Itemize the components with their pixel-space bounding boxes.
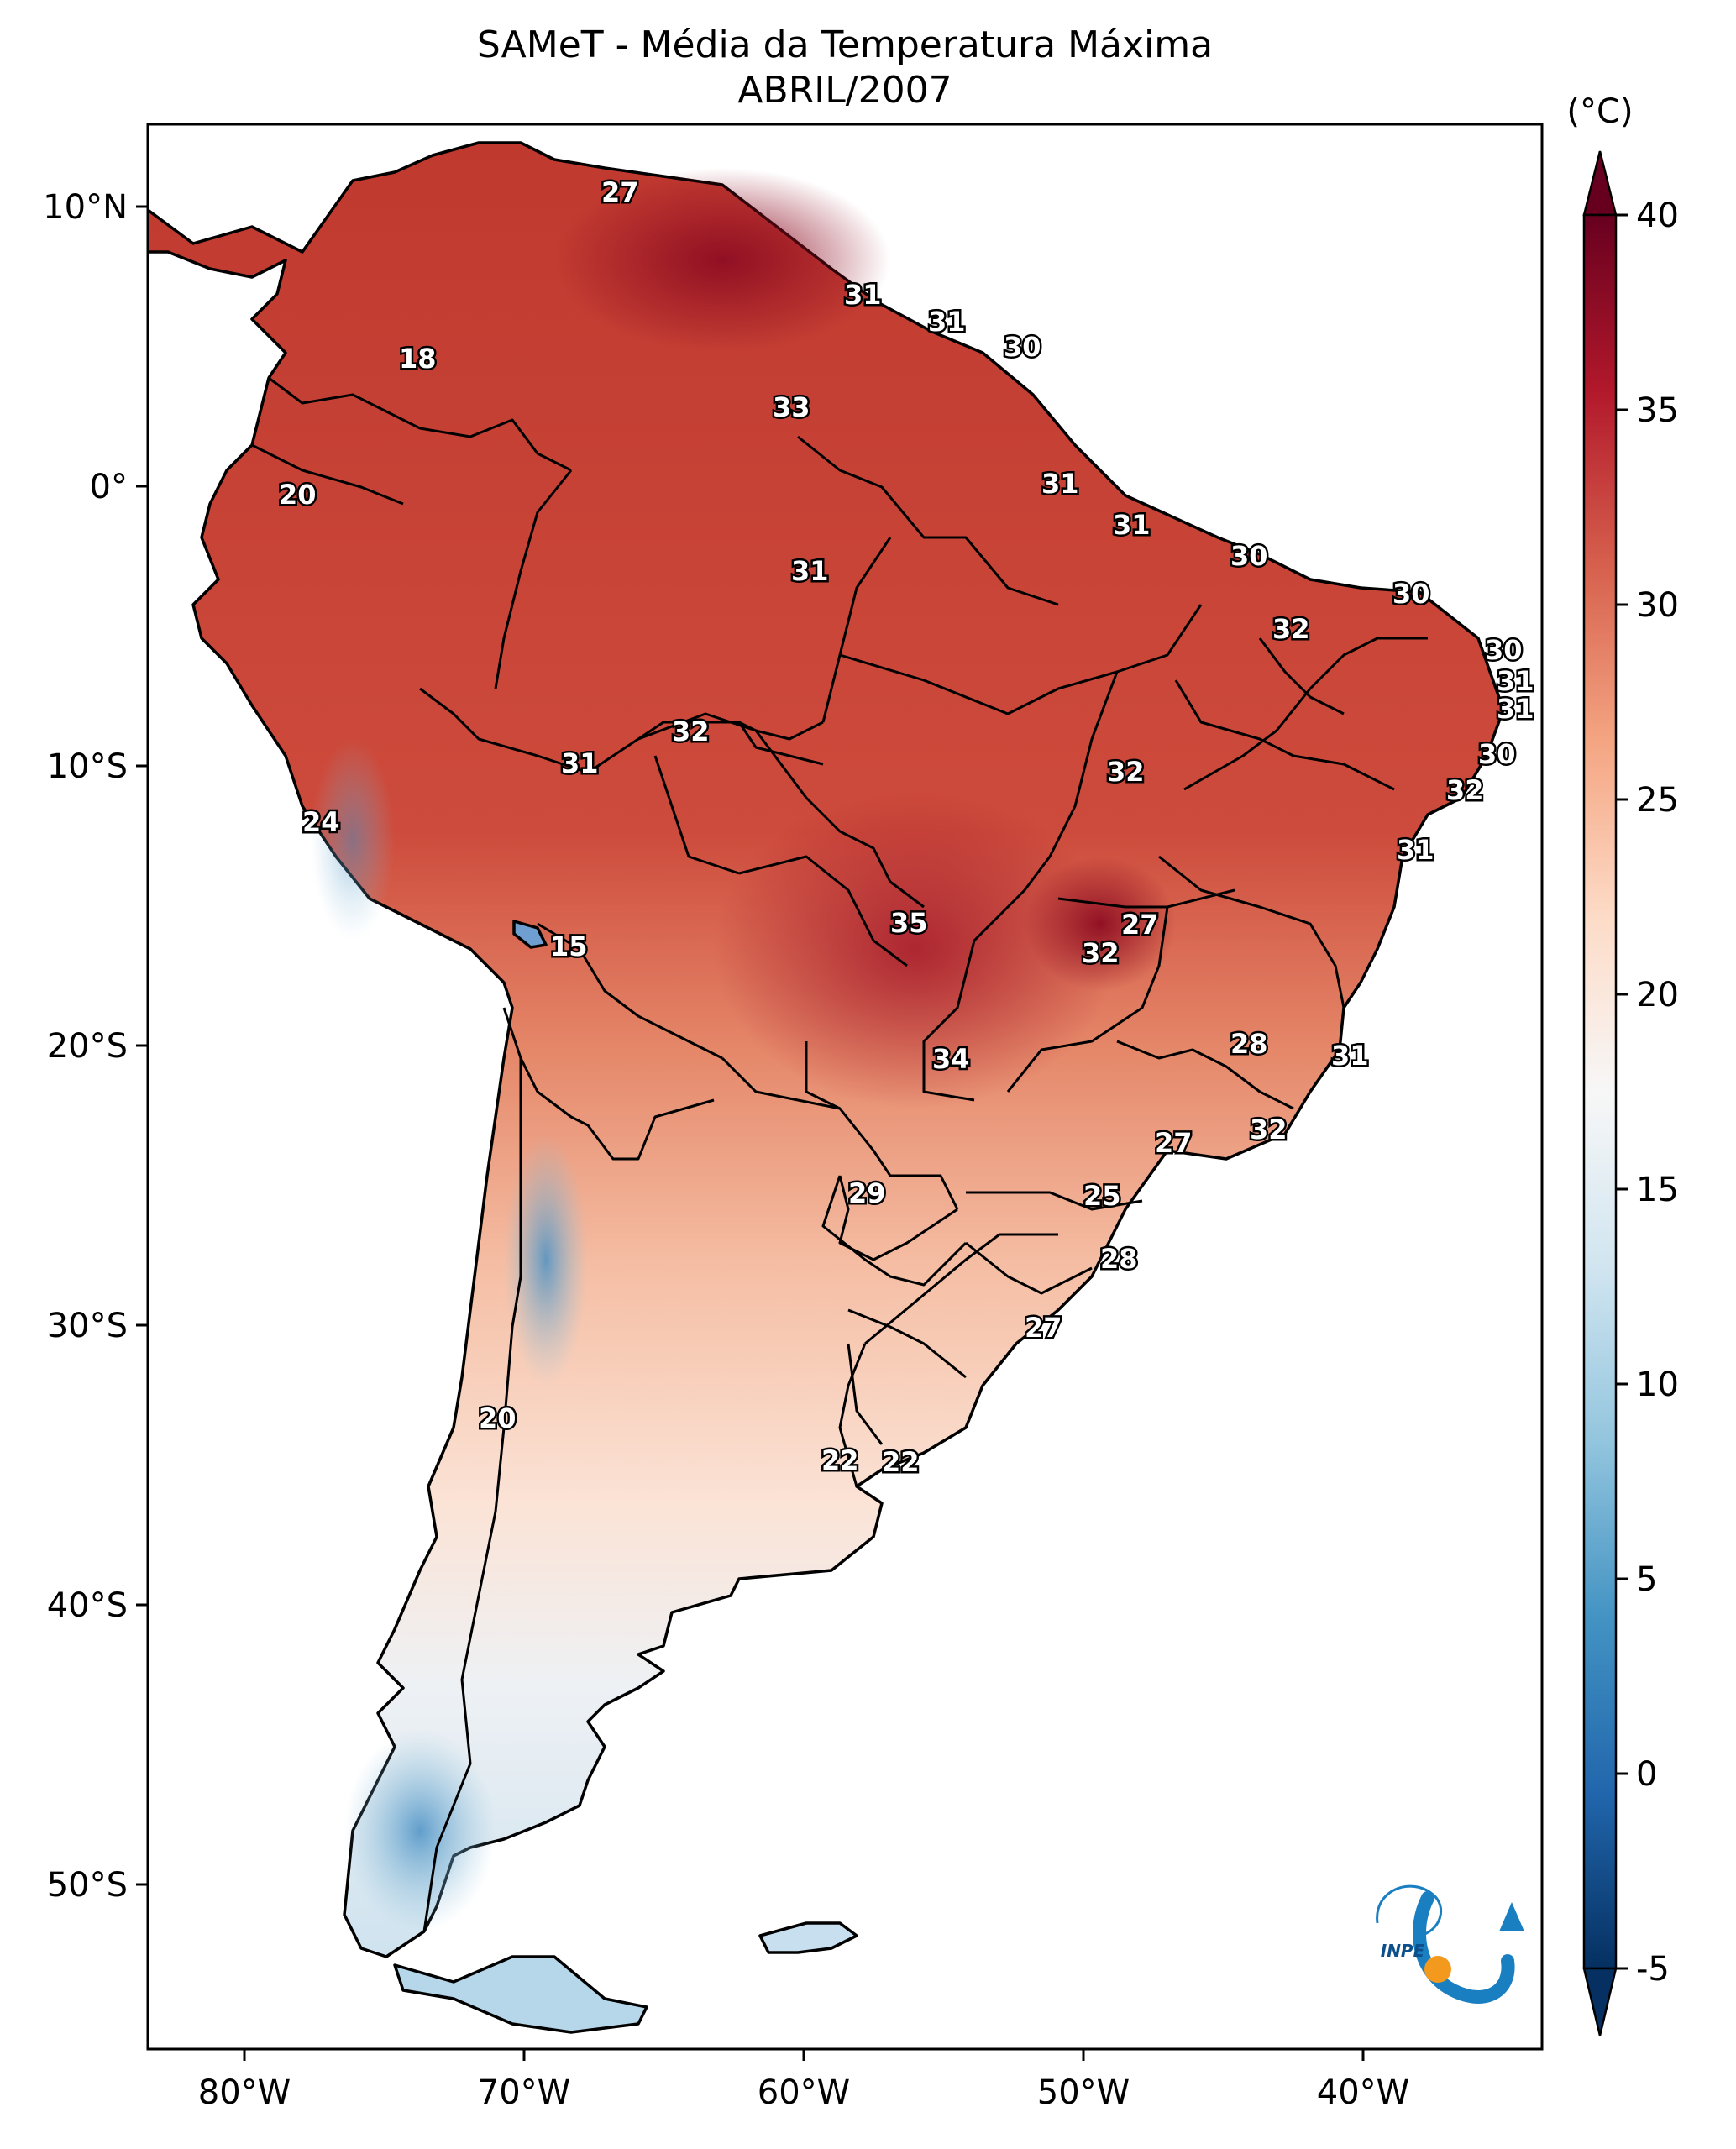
y-tick-label: 40°S: [47, 1586, 128, 1625]
falkland-islands: [758, 1921, 858, 1954]
colorbar-tick-label: 40: [1636, 197, 1679, 235]
colorbar-body: [1582, 213, 1618, 1970]
x-tick-label: 60°W: [758, 2073, 850, 2112]
isotherm-label: 31: [1331, 1040, 1369, 1072]
isotherm-label: 28: [1100, 1243, 1138, 1275]
isotherm-label: 30: [1230, 540, 1268, 572]
isotherm-label: 31: [1497, 693, 1534, 725]
country-borders: [251, 376, 1428, 1932]
isotherm-label: 30: [1485, 634, 1523, 666]
y-tick-label: 50°S: [47, 1866, 128, 1905]
isotherm-labels: 27 18 20 31 31 30 33 31 31 30 31 30 32 3…: [277, 175, 1537, 1481]
colorbar-tick-label: 25: [1636, 781, 1679, 820]
chart-title: SAMeT - Média da Temperatura Máxima: [477, 24, 1213, 66]
isotherm-label: 32: [672, 715, 710, 747]
y-tick-label: 30°S: [47, 1307, 128, 1345]
y-tick-label: 0°: [90, 468, 128, 506]
colorbar-extend-max: [1582, 150, 1618, 217]
colorbar-tick-label: 5: [1636, 1560, 1657, 1599]
isotherm-label: 20: [479, 1402, 517, 1434]
colorbar-tick-label: 0: [1636, 1755, 1657, 1794]
isotherm-label: 30: [1392, 578, 1430, 610]
isotherm-label: 32: [1250, 1114, 1288, 1145]
isotherm-label: 32: [1082, 937, 1120, 969]
x-axis: 80°W 70°W 60°W 50°W 40°W: [198, 2049, 1409, 2112]
colorbar-extend-min: [1582, 1967, 1618, 2036]
y-axis: 10°N 0° 10°S 20°S 30°S 40°S 50°S: [43, 188, 148, 1905]
isotherm-label: 22: [882, 1446, 920, 1478]
colorbar-ticks: 40 35 30 25 20 15 10 5 0 -5: [1616, 197, 1679, 1989]
isotherm-label: 32: [1107, 756, 1145, 788]
isotherm-label: 31: [928, 306, 966, 338]
isotherm-label: 31: [1113, 509, 1151, 541]
isotherm-label: 15: [550, 930, 588, 962]
chart-subtitle: ABRIL/2007: [737, 69, 952, 112]
isotherm-label: 32: [1272, 613, 1310, 645]
map-area: 27 18 20 31 31 30 33 31 31 30 31 30 32 3…: [148, 124, 1542, 2049]
isotherm-label: 24: [302, 806, 340, 838]
x-tick-label: 80°W: [198, 2073, 291, 2112]
isotherm-label: 31: [561, 747, 599, 779]
isotherm-label: 31: [1497, 665, 1534, 697]
isotherm-label: 27: [601, 176, 639, 208]
colorbar-tick-label: 30: [1636, 586, 1679, 625]
isotherm-label: 32: [1446, 774, 1484, 806]
isotherm-label: 20: [279, 479, 317, 511]
y-tick-label: 20°S: [47, 1027, 128, 1066]
isotherm-label: 22: [821, 1444, 859, 1476]
map-frame: [146, 123, 1544, 2051]
isotherm-label: 18: [399, 343, 437, 375]
y-tick-label: 10°S: [47, 747, 128, 786]
isotherm-label: 31: [791, 555, 829, 587]
isotherm-label: 25: [1083, 1180, 1121, 1212]
isotherm-label: 29: [848, 1177, 886, 1209]
x-tick-label: 70°W: [478, 2073, 570, 2112]
inpe-logo: INPE: [1376, 1884, 1524, 2004]
isotherm-label: 33: [773, 391, 810, 423]
colorbar-tick-label: 15: [1636, 1171, 1679, 1209]
lake-titicaca: [512, 920, 548, 949]
tierra-del-fuego: [393, 1955, 648, 2034]
x-tick-label: 40°W: [1317, 2073, 1409, 2112]
isotherm-label: 31: [844, 279, 882, 311]
y-tick-label: 10°N: [43, 188, 128, 227]
isotherm-label: 27: [1121, 909, 1159, 941]
colorbar-unit-label: (°C): [1566, 92, 1633, 131]
colorbar-tick-label: -5: [1636, 1950, 1670, 1989]
isotherm-label: 35: [890, 907, 928, 939]
isotherm-label: 31: [1397, 834, 1434, 866]
isotherm-label: 30: [1004, 331, 1041, 363]
inpe-logo-text: INPE: [1381, 1941, 1425, 1961]
isotherm-label: 27: [1025, 1312, 1062, 1344]
colorbar-tick-label: 35: [1636, 391, 1679, 430]
colorbar: (°C) 40 35 30 25 20 15 10 5 0 -5: [1566, 92, 1679, 2036]
isotherm-label: 28: [1230, 1028, 1268, 1060]
colorbar-tick-label: 10: [1636, 1365, 1679, 1404]
isotherm-label: 34: [932, 1043, 970, 1075]
colorbar-tick-label: 20: [1636, 976, 1679, 1014]
isotherm-label: 31: [1041, 468, 1079, 500]
isotherm-label: 27: [1155, 1127, 1193, 1159]
x-tick-label: 50°W: [1037, 2073, 1130, 2112]
isotherm-label: 30: [1478, 738, 1516, 770]
